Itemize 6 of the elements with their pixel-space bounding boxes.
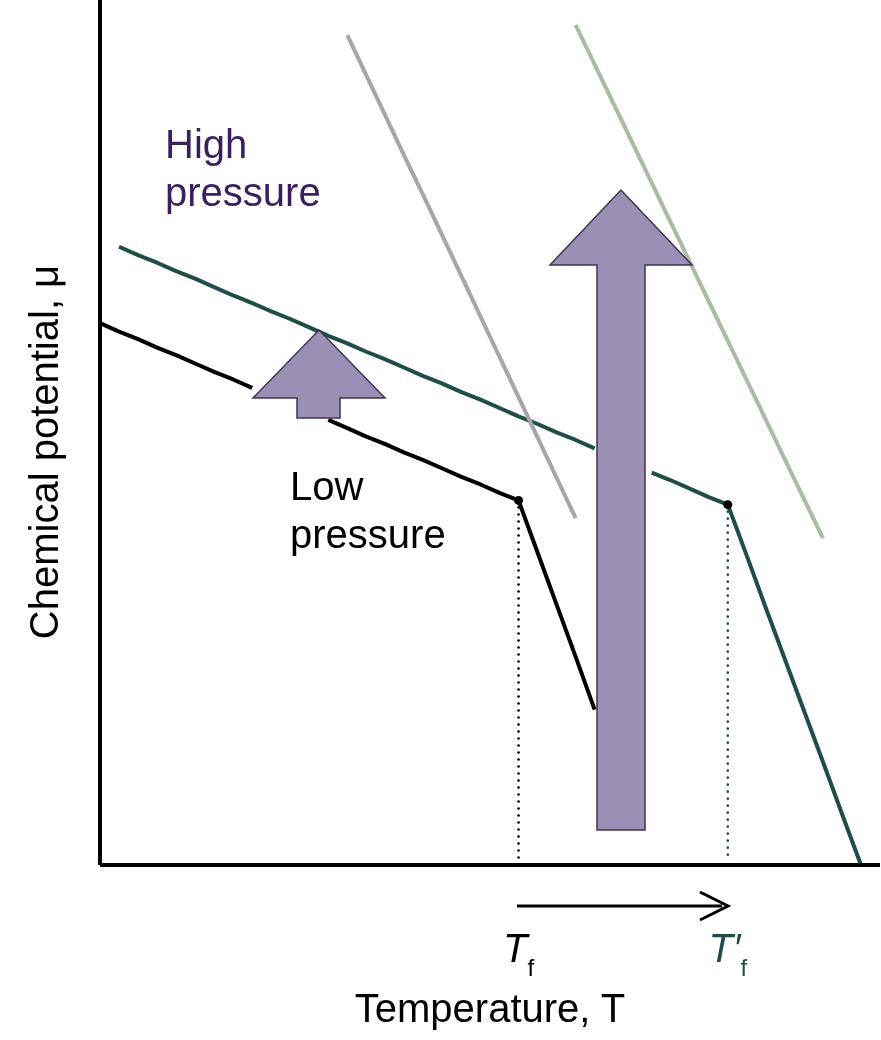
- series-label: High pressure: [165, 122, 321, 214]
- x-axis-title: Temperature, T: [354, 986, 626, 1030]
- text: T′$_{f}$: [708, 926, 748, 981]
- text: T$_{f}$: [502, 926, 535, 981]
- y-axis-title: Chemical potential, μ: [22, 264, 66, 640]
- series-label: Low pressure: [290, 464, 446, 556]
